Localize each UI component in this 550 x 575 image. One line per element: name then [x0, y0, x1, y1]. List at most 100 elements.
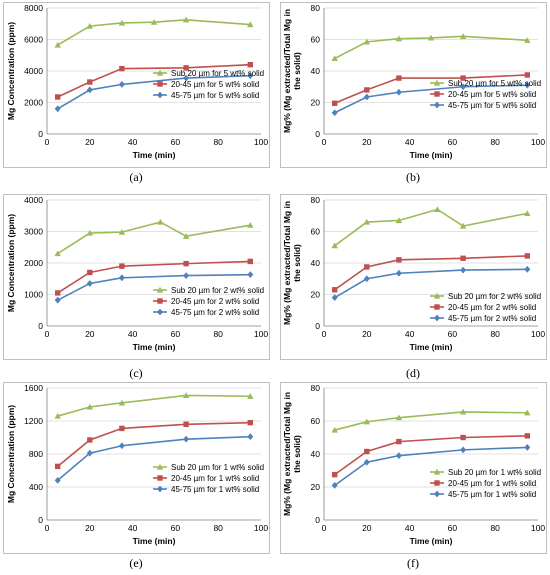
data-point [460, 75, 466, 81]
data-point [87, 269, 93, 276]
data-point [427, 34, 435, 41]
legend-marker [433, 292, 441, 299]
series-line [57, 421, 251, 467]
data-point [524, 72, 530, 78]
x-tick-label: 100 [531, 137, 545, 147]
chart-svg-b: 0 20 40 60 80 0 20 40 60 80 100 Time (min) Mg% (Mg e… [280, 2, 547, 168]
data-point [247, 419, 253, 426]
y-tick-label: 4000 [24, 66, 43, 76]
data-point [459, 222, 467, 229]
data-point [86, 22, 93, 29]
data-point [459, 33, 467, 39]
x-axis-title: Time (min) [133, 342, 176, 352]
y-tick-label: 6000 [24, 35, 43, 45]
data-point [182, 233, 190, 239]
x-tick-label: 80 [490, 137, 500, 147]
x-tick-label: 20 [85, 329, 95, 339]
series-line [57, 221, 251, 255]
y-axis-title-text: Mg Concentration (ppm) [6, 214, 16, 312]
data-point [54, 250, 61, 257]
x-tick-label: 40 [405, 329, 415, 339]
y-tick-label: 0 [315, 515, 320, 525]
chart-panel-e: 0 400 800 1200 1600 0 20 40 60 80 100 Time (min) Mg … [3, 382, 270, 554]
y-tick-label: 80 [311, 3, 321, 13]
data-point [183, 74, 190, 82]
legend-label: Sub 20 µm for 1 wt% solid [171, 463, 264, 472]
data-point [395, 414, 403, 421]
legend-marker [156, 286, 164, 293]
data-point [524, 210, 531, 216]
y-tick-label: 20 [311, 290, 321, 300]
panel-label-c: (c) [129, 366, 143, 380]
y-axis-title: Mg% (Mg extracted/Total Mg in the solid) [282, 9, 302, 133]
chart-svg-d: 0 20 40 60 80 0 20 40 60 80 100 Time (min) Mg% (Mg e… [280, 194, 547, 360]
data-point [460, 266, 467, 274]
data-point [460, 434, 466, 441]
y-axis-title-line1: Mg% (Mg extracted/Total Mg in [282, 201, 292, 325]
x-tick-label: 40 [405, 523, 415, 533]
x-axis-title: Time (min) [410, 536, 453, 546]
data-point [332, 100, 338, 106]
x-tick-label: 0 [45, 329, 50, 339]
data-point [86, 403, 93, 410]
data-point [87, 437, 93, 443]
series-line [334, 255, 528, 291]
y-tick-label: 2000 [24, 98, 43, 108]
data-point [331, 242, 338, 249]
y-tick-label: 1200 [24, 416, 43, 426]
panel-label-f: (f) [407, 556, 419, 570]
series-line [334, 208, 528, 247]
legend-label: 45-75 µm for 5 wt% solid [448, 101, 536, 110]
data-point [55, 290, 61, 296]
y-tick-label: 40 [311, 449, 321, 459]
x-tick-label: 60 [171, 329, 181, 339]
x-tick-label: 40 [128, 523, 138, 533]
y-tick-label: 8000 [24, 3, 43, 13]
y-axis-title: Mg% (Mg extracted/Total Mg in the solid) [282, 392, 302, 516]
y-axis-title: Mg% (Mg extracted/Total Mg in the solid) [282, 201, 302, 325]
data-point [182, 392, 190, 399]
x-tick-label: 60 [448, 329, 458, 339]
data-point [183, 435, 190, 443]
legend-marker [157, 81, 163, 87]
y-axis-title-line1: Mg% (Mg extracted/Total Mg in [282, 392, 292, 516]
x-tick-label: 80 [213, 137, 223, 147]
x-axis-title: Time (min) [133, 536, 176, 546]
y-tick-label: 0 [38, 515, 43, 525]
y-tick-label: 0 [38, 321, 43, 331]
data-point [54, 41, 61, 48]
y-tick-label: 2000 [24, 258, 43, 268]
y-axis-title: Mg Concentration (ppm) [6, 22, 16, 120]
x-tick-label: 20 [85, 523, 95, 533]
data-point [363, 275, 370, 283]
data-point [434, 206, 441, 213]
x-tick-label: 40 [128, 137, 138, 147]
legend-label: 45-75 µm for 1 wt% solid [171, 485, 259, 494]
data-point [118, 274, 125, 282]
legend-label: Sub 20 µm for 5 wt% solid [448, 79, 541, 88]
panel-label-a: (a) [129, 170, 143, 184]
chart-svg-f: 0 20 40 60 80 0 20 40 60 80 100 Time (min) Mg% (Mg e… [280, 382, 547, 554]
x-tick-label: 80 [213, 329, 223, 339]
data-point [54, 105, 61, 113]
data-point [331, 426, 338, 433]
data-point [396, 75, 402, 81]
data-point [247, 222, 254, 228]
legend-marker [156, 463, 164, 470]
y-axis-title-line1: Mg% (Mg extracted/Total Mg in [282, 9, 292, 133]
x-tick-label: 0 [322, 137, 327, 147]
y-tick-label: 40 [311, 66, 321, 76]
y-tick-label: 60 [311, 416, 321, 426]
y-axis-title: Mg Concentration (ppm) [6, 405, 16, 503]
data-point [157, 218, 164, 225]
series-line [57, 394, 251, 417]
x-axis-title: Time (min) [410, 342, 453, 352]
data-point [118, 442, 125, 450]
data-point [363, 458, 370, 466]
chart-frame [3, 382, 270, 554]
chart-svg-c: 0 1000 2000 3000 4000 0 20 40 60 80 100 Time (min) M… [3, 194, 270, 360]
data-point [460, 446, 467, 454]
x-tick-label: 40 [405, 137, 415, 147]
legend-marker [157, 475, 163, 481]
data-point [364, 87, 370, 93]
